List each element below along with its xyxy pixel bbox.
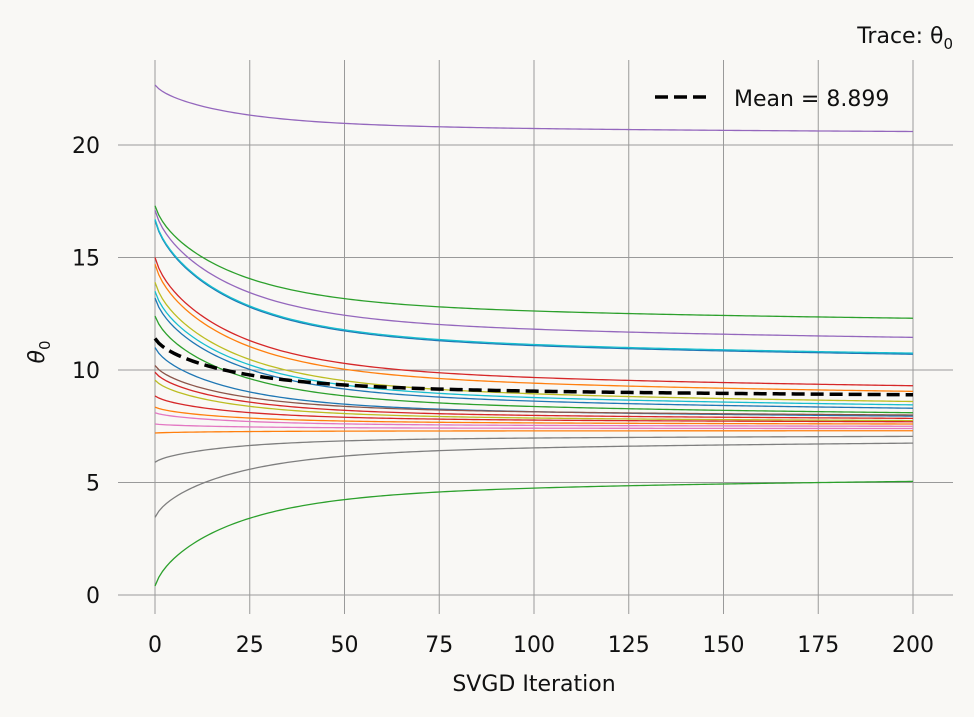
chart-title-subscript: 0 bbox=[943, 35, 953, 53]
particle-line bbox=[154, 371, 914, 420]
particle-line bbox=[154, 264, 914, 393]
particle-line bbox=[154, 435, 914, 463]
y-tick-label: 20 bbox=[72, 134, 100, 159]
x-tick-label: 150 bbox=[703, 633, 745, 658]
x-axis-title: SVGD Iteration bbox=[452, 672, 615, 697]
particle-line bbox=[154, 412, 914, 427]
particle-line bbox=[154, 480, 914, 587]
particle-line bbox=[154, 219, 914, 354]
y-axis-title-text: θ bbox=[25, 350, 50, 364]
grid bbox=[118, 60, 953, 614]
x-tick-label: 200 bbox=[892, 633, 934, 658]
particle-line bbox=[154, 210, 914, 339]
particle-line bbox=[154, 430, 913, 434]
x-tick-label: 25 bbox=[236, 633, 264, 658]
particle-line bbox=[154, 205, 914, 319]
chart-title-text: Trace: θ bbox=[856, 24, 943, 49]
particle-line bbox=[154, 406, 914, 425]
y-tick-label: 10 bbox=[72, 359, 100, 384]
y-tick-label: 0 bbox=[86, 584, 100, 609]
particle-line bbox=[154, 84, 914, 133]
particle-line bbox=[154, 282, 914, 403]
x-tick-label: 125 bbox=[608, 633, 650, 658]
particle-line bbox=[154, 315, 914, 414]
particle-line bbox=[154, 220, 914, 355]
x-tick-label: 75 bbox=[425, 633, 453, 658]
x-tick-label: 100 bbox=[513, 633, 555, 658]
particle-line bbox=[154, 257, 914, 387]
y-axis-title-subscript: 0 bbox=[36, 340, 54, 350]
x-tick-label: 50 bbox=[331, 633, 359, 658]
x-axis: 0 25 50 75 100 125 150 175 200 bbox=[148, 633, 934, 658]
chart-title: Trace: θ0 bbox=[856, 24, 953, 53]
particle-line bbox=[154, 395, 914, 423]
y-tick-label: 15 bbox=[72, 247, 100, 272]
mean-line bbox=[153, 337, 914, 397]
x-tick-label: 175 bbox=[797, 633, 839, 658]
mean-line-group bbox=[153, 337, 914, 397]
x-tick-label: 0 bbox=[148, 633, 162, 658]
particle-line bbox=[154, 365, 914, 416]
particle-line bbox=[154, 379, 914, 422]
y-tick-label: 5 bbox=[86, 472, 100, 497]
legend: Mean = 8.899 bbox=[655, 87, 889, 112]
y-axis-title: θ0 bbox=[25, 340, 54, 363]
y-axis: 0 5 10 15 20 bbox=[72, 134, 100, 609]
particle-line bbox=[154, 291, 914, 406]
particle-lines bbox=[154, 84, 914, 587]
legend-mean-label: Mean = 8.899 bbox=[734, 87, 889, 112]
particle-line bbox=[154, 442, 914, 518]
particle-line bbox=[154, 423, 913, 430]
